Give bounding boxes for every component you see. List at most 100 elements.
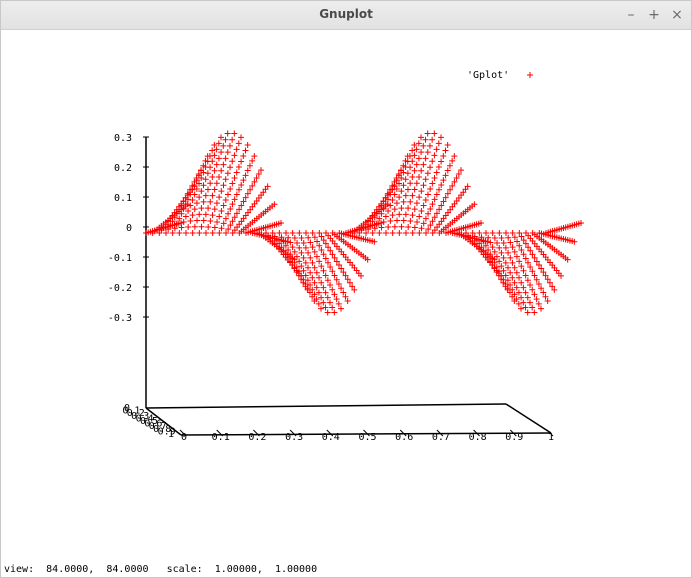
data-point	[438, 158, 445, 165]
data-point	[384, 196, 391, 203]
data-point	[269, 230, 276, 236]
data-point	[418, 225, 425, 232]
plot-canvas[interactable]: 0.30.20.10-0.1-0.2-0.30 0.1 0.2 0.3 0.4 0.5 0.…	[1, 30, 691, 560]
data-point	[400, 217, 407, 224]
data-point	[453, 174, 460, 181]
data-point	[215, 155, 222, 162]
data-point	[233, 169, 240, 176]
data-point	[300, 239, 307, 246]
data-point	[238, 134, 244, 141]
data-point	[183, 230, 189, 236]
data-point	[391, 223, 398, 230]
data-point	[278, 234, 285, 241]
data-point	[507, 281, 514, 288]
z-tick-label: -0.1	[108, 253, 132, 264]
data-point	[298, 263, 305, 270]
scale-values: 1.00000, 1.00000	[214, 564, 318, 575]
data-point	[520, 267, 527, 274]
data-point	[218, 225, 225, 232]
data-point	[318, 233, 325, 240]
data-point	[307, 254, 314, 261]
data-point	[502, 280, 509, 287]
minimize-button[interactable]: –	[627, 7, 635, 23]
data-point	[515, 289, 522, 296]
data-point	[231, 175, 238, 182]
data-point	[336, 261, 343, 268]
data-point	[494, 239, 501, 246]
data-point	[298, 234, 305, 241]
data-point	[535, 280, 542, 287]
data-point	[427, 222, 434, 229]
data-point	[220, 142, 227, 149]
data-point	[431, 130, 438, 137]
data-point	[196, 211, 203, 218]
data-point	[229, 180, 236, 187]
data-point	[227, 186, 234, 193]
data-point	[511, 291, 518, 298]
data-point	[193, 200, 200, 207]
maximize-button[interactable]: +	[648, 7, 660, 23]
z-tick-label: -0.3	[108, 313, 132, 324]
x-tick-label: 0.1	[212, 432, 230, 443]
data-point	[438, 134, 444, 141]
data-point	[429, 230, 436, 236]
data-point	[311, 264, 318, 271]
data-point	[378, 224, 385, 231]
data-point	[302, 259, 309, 266]
data-point	[444, 142, 451, 149]
data-point	[365, 226, 372, 233]
data-point	[487, 239, 494, 246]
data-point	[444, 167, 451, 174]
data-point	[342, 272, 349, 279]
data-point	[520, 284, 527, 291]
data-point	[416, 230, 423, 236]
data-point	[393, 200, 400, 207]
data-point	[522, 240, 529, 247]
data-point	[507, 239, 514, 246]
data-point	[198, 223, 205, 230]
legend-label: 'Gplot'	[467, 70, 509, 81]
data-point	[329, 230, 336, 236]
data-point	[233, 210, 240, 217]
data-point	[304, 277, 311, 284]
legend-plus-icon	[527, 72, 533, 78]
data-point	[304, 285, 311, 292]
data-point	[458, 167, 464, 174]
data-point	[220, 202, 227, 209]
data-point	[316, 274, 323, 281]
data-point	[314, 238, 321, 245]
data-point	[427, 186, 434, 193]
data-point	[240, 153, 247, 160]
data-point	[469, 230, 476, 236]
x-tick-label: 0.4	[322, 432, 340, 443]
data-point	[418, 208, 425, 215]
data-point	[211, 224, 218, 231]
title-bar[interactable]: Gnuplot – + ×	[1, 1, 691, 30]
data-point	[404, 186, 411, 193]
data-point	[411, 186, 418, 193]
data-point	[307, 239, 314, 246]
data-point	[533, 296, 540, 303]
data-point	[349, 230, 356, 236]
close-button[interactable]: ×	[671, 7, 683, 23]
data-point	[318, 263, 325, 270]
data-point	[300, 254, 307, 261]
data-point	[496, 258, 503, 265]
data-point	[394, 217, 401, 224]
data-point	[318, 294, 325, 301]
data-point	[289, 244, 296, 251]
data-point	[287, 251, 294, 258]
data-point	[389, 197, 396, 204]
data-point	[402, 176, 409, 183]
data-point	[313, 296, 320, 303]
data-point	[316, 242, 323, 249]
data-point	[413, 161, 420, 168]
data-point	[418, 134, 424, 141]
data-point	[213, 200, 220, 207]
view-values: 84.0000, 84.0000	[46, 564, 149, 575]
data-point	[422, 155, 429, 162]
data-point	[433, 146, 440, 153]
data-point	[529, 304, 536, 311]
data-point	[431, 175, 438, 182]
x-tick-mark	[436, 429, 444, 437]
